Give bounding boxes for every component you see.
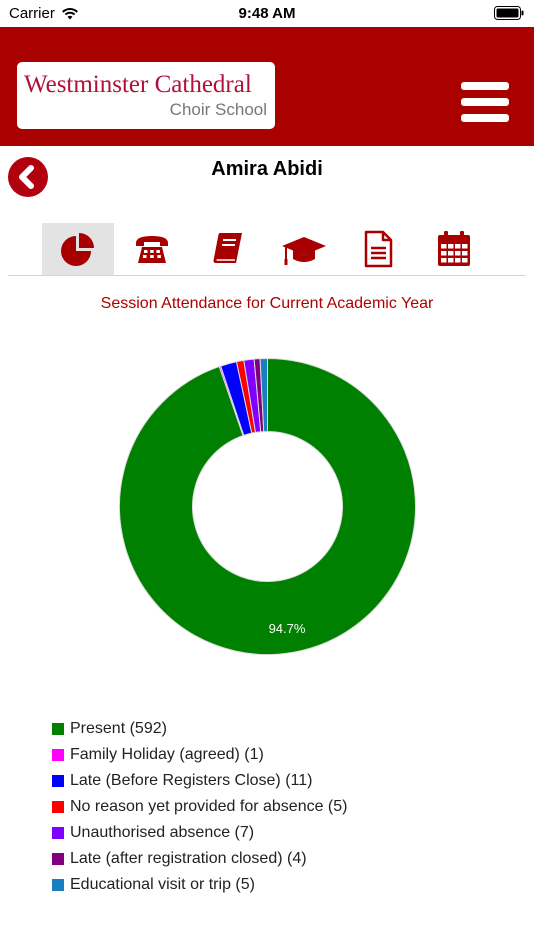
telephone-icon [136, 236, 168, 263]
carrier-label: Carrier [9, 5, 55, 22]
legend-swatch [52, 749, 64, 761]
chart-legend: Present (592) Family Holiday (agreed) (1)… [52, 716, 512, 898]
logo-subtitle: Choir School [169, 100, 267, 119]
legend-swatch [52, 723, 64, 735]
legend-swatch [52, 879, 64, 891]
status-time: 9:48 AM [238, 5, 296, 22]
graduation-cap-icon [282, 237, 326, 265]
legend-label: Late (after registration closed) (4) [70, 850, 307, 867]
app-header: Westminster Cathedral Choir School [0, 27, 534, 146]
status-bar: Carrier 9:48 AM [0, 0, 534, 27]
legend-swatch [52, 827, 64, 839]
tab-calendar[interactable] [418, 223, 490, 275]
pie-chart-icon [61, 233, 94, 266]
legend-swatch [52, 801, 64, 813]
student-name: Amira Abidi [211, 158, 323, 180]
legend-item: Unauthorised absence (7) [52, 820, 512, 846]
book-icon [213, 233, 242, 263]
tab-contacts[interactable] [116, 223, 188, 275]
document-icon [364, 230, 393, 268]
present-percentage-label: 94.7% [268, 621, 306, 636]
legend-swatch [52, 775, 64, 787]
legend-item: Late (Before Registers Close) (11) [52, 768, 512, 794]
legend-item: Late (after registration closed) (4) [52, 846, 512, 872]
back-arrow-icon [19, 165, 34, 189]
section-tabs [8, 223, 526, 276]
donut-slice [259, 357, 268, 433]
attendance-donut-chart [119, 357, 416, 655]
legend-label: No reason yet provided for absence (5) [70, 798, 348, 815]
wifi-icon [61, 8, 78, 20]
legend-swatch [52, 853, 64, 865]
legend-item: No reason yet provided for absence (5) [52, 794, 512, 820]
legend-label: Present (592) [70, 720, 167, 737]
legend-label: Late (Before Registers Close) (11) [70, 772, 313, 789]
legend-label: Family Holiday (agreed) (1) [70, 746, 264, 763]
legend-item: Present (592) [52, 716, 512, 742]
battery-icon [494, 6, 524, 20]
calendar-icon [438, 231, 470, 266]
tab-reports[interactable] [192, 223, 264, 275]
legend-item: Educational visit or trip (5) [52, 872, 512, 898]
chart-title: Session Attendance for Current Academic … [100, 295, 434, 312]
logo-title: Westminster Cathedral [24, 71, 252, 98]
tab-attendance[interactable] [42, 223, 114, 275]
tab-documents[interactable] [342, 223, 414, 275]
back-button[interactable] [8, 157, 48, 197]
legend-label: Unauthorised absence (7) [70, 824, 255, 841]
tab-academic[interactable] [268, 223, 340, 275]
carrier-indicator: Carrier [9, 5, 79, 22]
hamburger-menu-icon[interactable] [461, 82, 509, 122]
school-logo: Westminster Cathedral Choir School [17, 62, 275, 129]
donut-slice [119, 357, 416, 655]
legend-item: Family Holiday (agreed) (1) [52, 742, 512, 768]
legend-label: Educational visit or trip (5) [70, 876, 255, 893]
